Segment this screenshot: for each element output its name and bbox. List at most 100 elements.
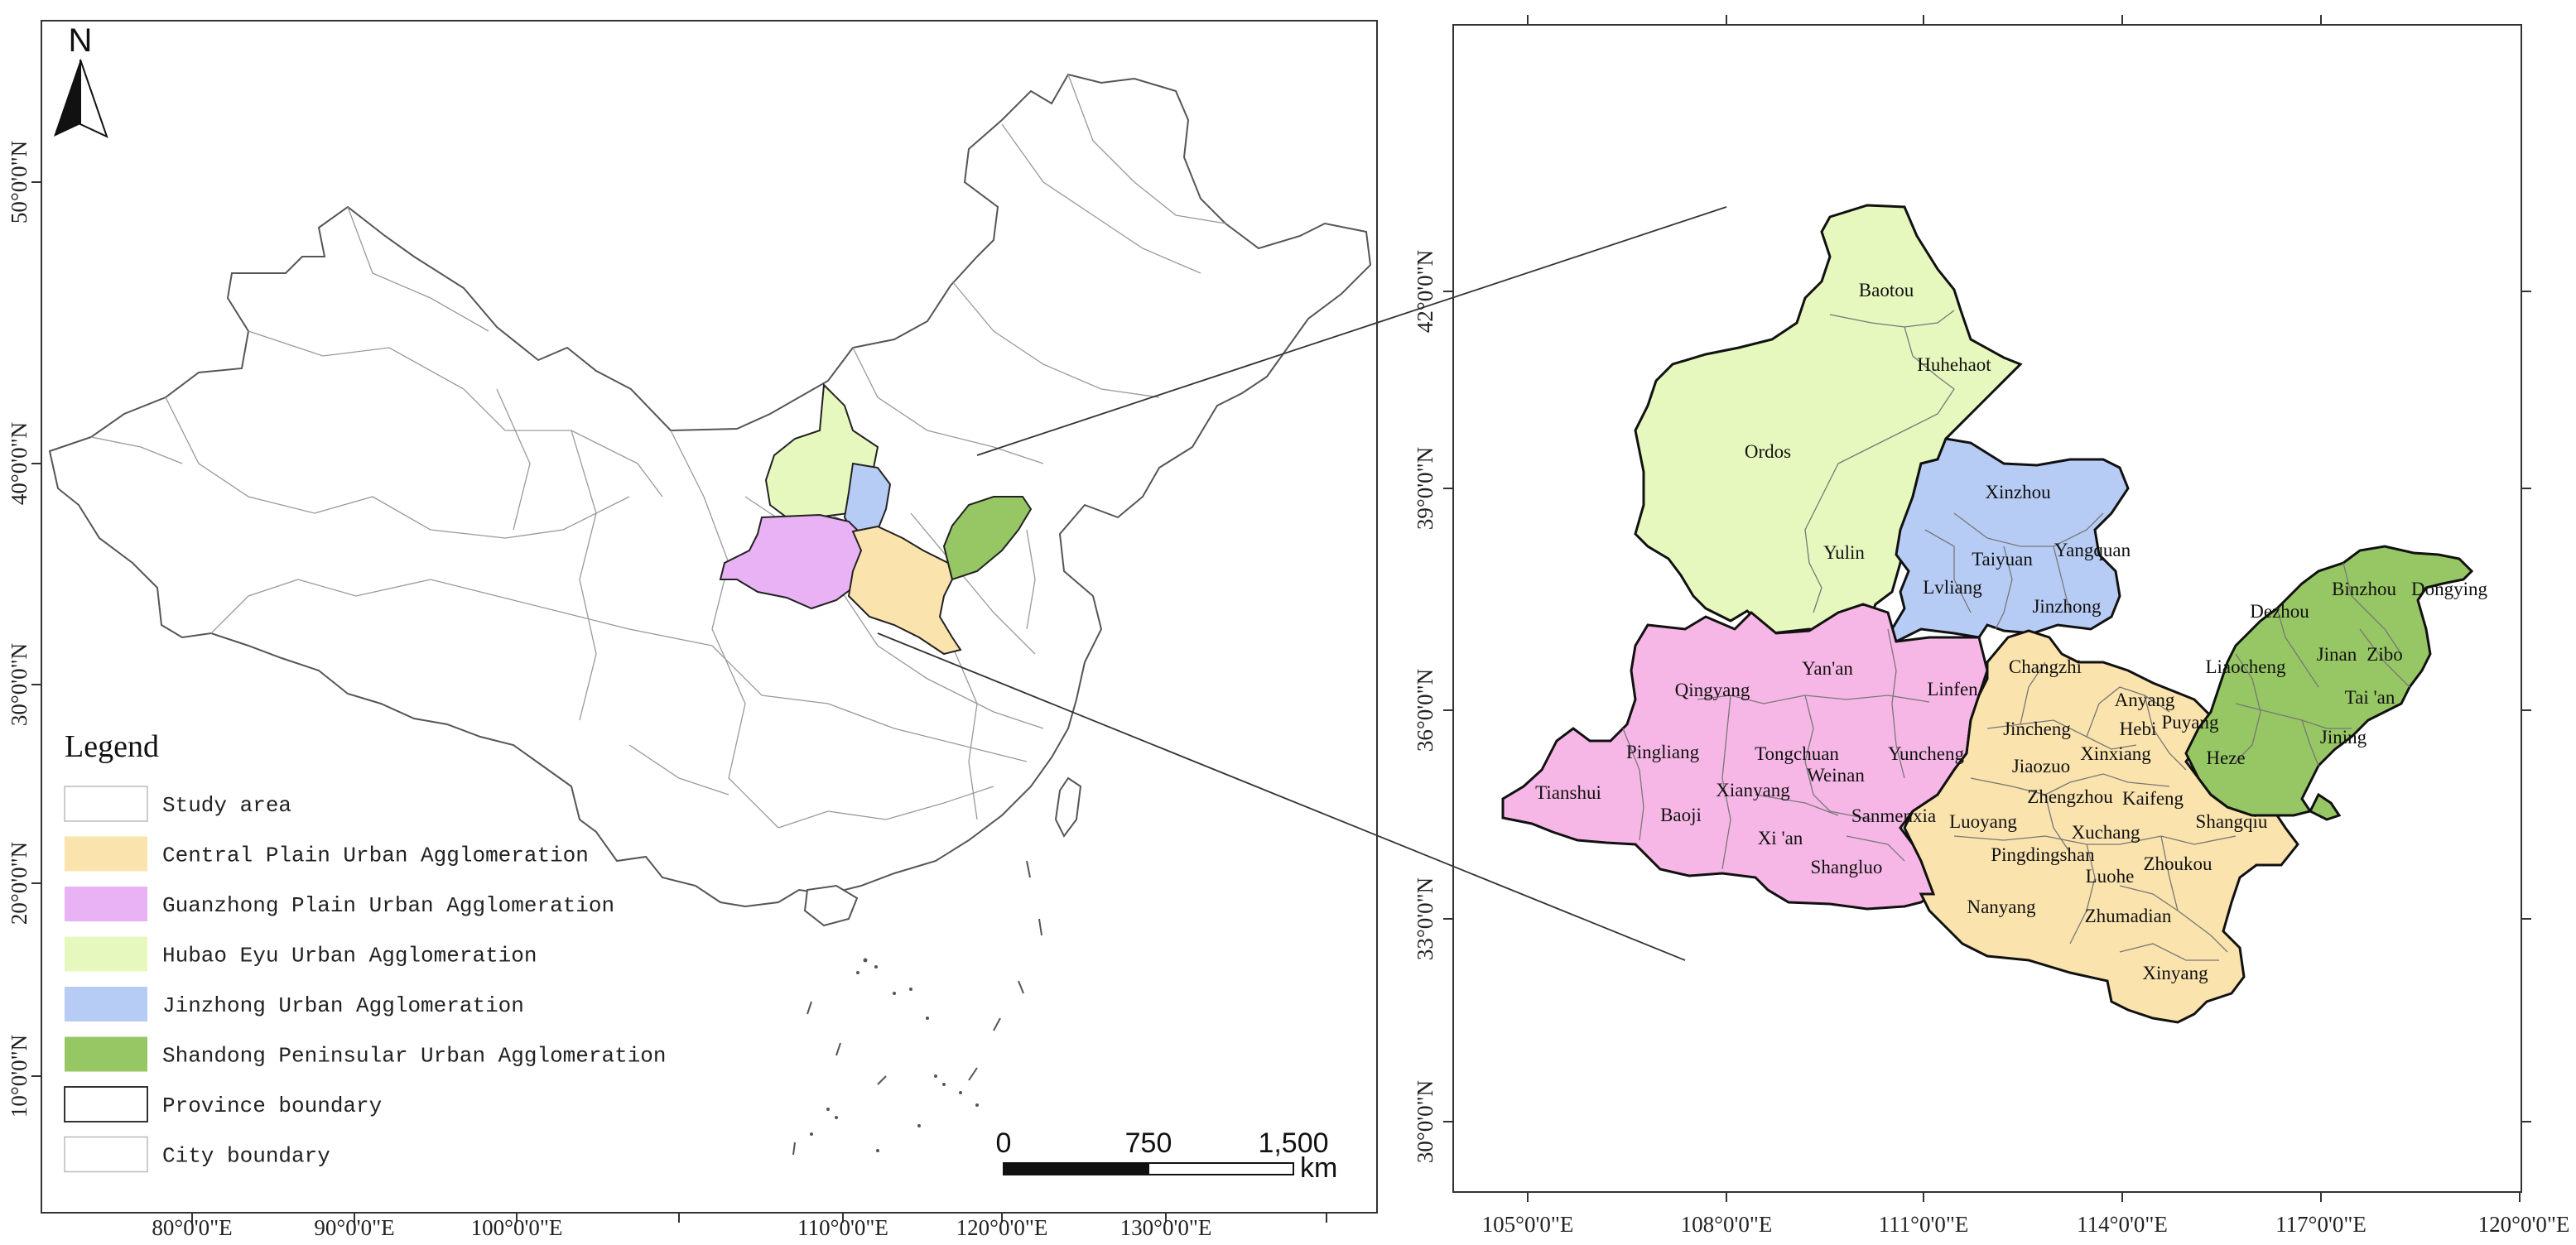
study-area-overview bbox=[719, 382, 1033, 656]
city-label-yan-an: Yan'an bbox=[1802, 658, 1853, 679]
right-lon-117: 117°0'0"E bbox=[2275, 1212, 2367, 1237]
city-label-huhehaot: Huhehaot bbox=[1917, 354, 1991, 375]
city-label-sanmenxia: Sanmenxia bbox=[1851, 805, 1936, 826]
city-label-dezhou: Dezhou bbox=[2250, 601, 2309, 622]
scale-label-0: 0 bbox=[996, 1127, 1012, 1159]
zoom-connector-upper bbox=[976, 206, 1727, 456]
left-lon-100: 100°0'0"E bbox=[471, 1215, 563, 1240]
city-label-baoji: Baoji bbox=[1660, 805, 1702, 825]
city-label-jinzhong: Jinzhong bbox=[2032, 596, 2102, 617]
city-label-zibo: Zibo bbox=[2367, 644, 2402, 665]
north-arrow-label: N bbox=[69, 22, 93, 59]
legend-swatch-province-boundary bbox=[64, 1086, 148, 1122]
right-lat-36: 36°0'0"N bbox=[1413, 669, 1437, 752]
right-lat-30: 30°0'0"N bbox=[1413, 1080, 1437, 1163]
city-label-yangquan: Yangquan bbox=[2054, 540, 2131, 560]
scale-label-1500: 1,500 bbox=[1258, 1127, 1328, 1159]
city-label-xinzhou: Xinzhou bbox=[1985, 482, 2051, 502]
city-label-xinxiang: Xinxiang bbox=[2080, 743, 2151, 764]
legend-label-jinzhong-urban-agglomeration: Jinzhong Urban Agglomeration bbox=[162, 993, 524, 1018]
city-label-zhengzhou: Zhengzhou bbox=[2027, 786, 2113, 807]
legend-swatch-jinzhong-urban-agglomeration bbox=[65, 987, 147, 1021]
city-label-heze: Heze bbox=[2206, 747, 2245, 768]
south-sea-islands bbox=[810, 958, 979, 1152]
region-shandong-fill bbox=[2184, 545, 2474, 821]
right-map: Baotou Huhehaot Ordos Yulin Xinzhou Taiyuan Ya… bbox=[1413, 15, 2569, 1237]
city-label-weinan: Weinan bbox=[1807, 765, 1865, 786]
left-lat-labels: 50°0'0"N 40°0'0"N 30°0'0"N 20°0'0"N 10°0… bbox=[7, 141, 31, 1118]
scale-bar-white bbox=[1148, 1162, 1294, 1175]
city-label-jinan: Jinan bbox=[2317, 644, 2357, 665]
city-label-jiaozuo: Jiaozuo bbox=[2012, 756, 2070, 776]
scale-label-750: 750 bbox=[1125, 1127, 1172, 1159]
city-label-anyang: Anyang bbox=[2115, 690, 2175, 710]
left-lat-50: 50°0'0"N bbox=[7, 141, 31, 224]
city-label-puyang: Puyang bbox=[2162, 712, 2220, 733]
city-label-lvliang: Lvliang bbox=[1923, 577, 1982, 598]
city-label-yulin: Yulin bbox=[1823, 542, 1865, 563]
legend-label-guanzhong-plain-urban-agglomeration: Guanzhong Plain Urban Agglomeration bbox=[162, 893, 614, 918]
left-lat-20: 20°0'0"N bbox=[7, 842, 31, 925]
legend-label-hubao-eyu-urban-agglomeration: Hubao Eyu Urban Agglomeration bbox=[162, 944, 537, 969]
right-lat-33: 33°0'0"N bbox=[1413, 877, 1437, 960]
city-label-taiyuan: Taiyuan bbox=[1972, 549, 2033, 570]
right-lon-111: 111°0'0"E bbox=[1879, 1212, 1969, 1237]
city-label-tianshui: Tianshui bbox=[1535, 782, 1601, 803]
city-label-xianyang: Xianyang bbox=[1716, 780, 1790, 800]
left-map-ticks bbox=[31, 181, 1327, 1223]
city-label-nanyang: Nanyang bbox=[1967, 896, 2036, 917]
city-label-shangluo: Shangluo bbox=[1811, 857, 1883, 877]
north-arrow: N bbox=[54, 22, 108, 138]
zoom-connector-lower bbox=[877, 632, 1686, 961]
right-lon-108: 108°0'0"E bbox=[1681, 1212, 1773, 1237]
legend-label-province-boundary: Province boundary bbox=[162, 1094, 382, 1118]
region-guanzhong-fill bbox=[1501, 603, 1989, 911]
city-label-pingliang: Pingliang bbox=[1626, 742, 1700, 762]
legend-swatch-guanzhong-plain-urban-agglomeration bbox=[65, 887, 147, 921]
legend-label-city-boundary: City boundary bbox=[162, 1144, 330, 1169]
city-label-ordos: Ordos bbox=[1745, 441, 1791, 462]
region-shandong bbox=[2184, 545, 2474, 821]
city-label-qingyang: Qingyang bbox=[1675, 680, 1750, 700]
legend: Legend Study area Central Plain Urban Agg… bbox=[64, 729, 667, 1173]
city-label-shangqiu: Shangqiu bbox=[2196, 811, 2268, 832]
city-label-dongying: Dongying bbox=[2411, 579, 2488, 599]
city-labels: Baotou Huhehaot Ordos Yulin Xinzhou Taiyuan Ya… bbox=[1535, 280, 2487, 983]
hainan-island bbox=[803, 884, 859, 927]
right-lat-labels: 42°0'0"N 39°0'0"N 36°0'0"N 33°0'0"N 30°0… bbox=[1413, 250, 1437, 1163]
legend-swatch-hubao-eyu-urban-agglomeration bbox=[65, 936, 147, 972]
right-lon-labels: 105°0'0"E 108°0'0"E 111°0'0"E 114°0'0"E … bbox=[1482, 1212, 2570, 1237]
legend-label-central-plain-urban-agglomeration: Central Plain Urban Agglomeration bbox=[162, 844, 589, 868]
city-label-baotou: Baotou bbox=[1859, 280, 1914, 300]
left-lon-110: 110°0'0"E bbox=[797, 1215, 888, 1240]
scale-bar-black bbox=[1003, 1162, 1149, 1175]
scale-unit: km bbox=[1300, 1152, 1337, 1184]
city-label-luoyang: Luoyang bbox=[1949, 811, 2017, 832]
city-label-hebi: Hebi bbox=[2120, 719, 2157, 739]
city-label-zhoukou: Zhoukou bbox=[2143, 853, 2212, 874]
city-boundaries bbox=[1622, 310, 2410, 961]
legend-title: Legend bbox=[65, 729, 159, 764]
city-label-xinyang: Xinyang bbox=[2142, 963, 2208, 983]
right-lon-114: 114°0'0"E bbox=[2077, 1212, 2168, 1237]
legend-swatch-city-boundary bbox=[64, 1136, 148, 1173]
scale-bar: 0 750 1,500 km bbox=[996, 1127, 1338, 1184]
city-label-tai-an: Tai 'an bbox=[2345, 687, 2395, 708]
city-label-jining: Jining bbox=[2320, 727, 2367, 747]
city-label-xuchang: Xuchang bbox=[2071, 822, 2140, 843]
legend-swatch-central-plain-urban-agglomeration bbox=[65, 836, 147, 872]
city-label-zhumadian: Zhumadian bbox=[2085, 906, 2172, 926]
south-sea-dashes bbox=[792, 860, 1042, 1156]
region-guanzhong bbox=[1501, 603, 1989, 911]
left-lon-90: 90°0'0"E bbox=[314, 1215, 394, 1240]
left-lon-120: 120°0'0"E bbox=[956, 1215, 1048, 1240]
city-label-pingdingshan: Pingdingshan bbox=[1991, 844, 2095, 865]
left-lon-labels: 80°0'0"E 90°0'0"E 100°0'0"E 110°0'0"E 12… bbox=[152, 1215, 1211, 1240]
city-label-changzhi: Changzhi bbox=[2009, 656, 2082, 677]
left-map: N Legend Study area Central Plain Urban A… bbox=[7, 20, 1378, 1240]
legend-label-shandong-peninsular-urban-agglomeration: Shandong Peninsular Urban Agglomeration bbox=[162, 1044, 667, 1069]
zoom-connectors bbox=[877, 206, 1727, 961]
right-lat-39: 39°0'0"N bbox=[1413, 447, 1437, 530]
city-label-liaocheng: Liaocheng bbox=[2205, 656, 2286, 677]
